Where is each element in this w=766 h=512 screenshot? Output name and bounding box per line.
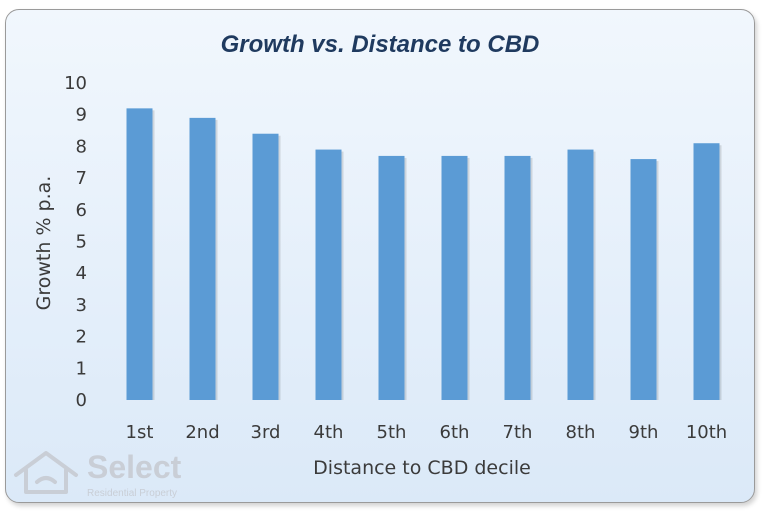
x-tick-label: 2nd	[185, 422, 219, 443]
x-tick-label: 9th	[629, 422, 659, 443]
bar-4th	[315, 149, 342, 400]
y-tick-label: 5	[76, 232, 87, 253]
x-tick-label: 4th	[314, 422, 344, 443]
x-tick-label: 10th	[686, 422, 727, 443]
y-tick-label: 7	[76, 168, 87, 189]
bar-5th	[378, 155, 405, 400]
y-tick-label: 2	[76, 327, 87, 348]
x-tick-label: 1st	[126, 422, 154, 443]
y-axis-label: Growth % p.a.	[33, 176, 55, 311]
bar-3rd	[252, 133, 279, 400]
y-tick-label: 4	[76, 263, 87, 284]
x-axis-ticks: 1st 2nd 3rd 4th 5th 6th 7th 8th 9th 10th	[126, 422, 728, 443]
y-tick-label: 3	[76, 295, 87, 316]
bar-shadow	[530, 157, 533, 400]
y-tick-label: 8	[76, 136, 87, 157]
chart-title: Growth vs. Distance to CBD	[221, 31, 540, 58]
house-icon	[14, 451, 78, 494]
bar-6th	[441, 155, 468, 400]
bars	[126, 108, 722, 401]
bar-10th	[693, 143, 720, 401]
y-tick-label: 0	[76, 390, 87, 411]
bar-2nd	[189, 117, 216, 401]
y-tick-label: 9	[76, 105, 87, 126]
x-axis-label: Distance to CBD decile	[313, 457, 531, 479]
bar-1st	[126, 108, 153, 401]
select-logo: Select Residential Property	[14, 449, 182, 499]
x-tick-label: 3rd	[251, 422, 281, 443]
logo-tagline: Residential Property	[87, 488, 177, 499]
bar-shadow	[593, 151, 596, 400]
bar-7th	[504, 155, 531, 400]
bar-8th	[567, 149, 594, 400]
y-axis-ticks: 0 1 2 3 4 5 6 7 8 9 10	[64, 73, 87, 411]
bar-shadow	[656, 161, 659, 400]
x-tick-label: 8th	[566, 422, 596, 443]
bar-9th	[630, 159, 657, 400]
x-tick-label: 6th	[440, 422, 470, 443]
bar-shadow	[152, 110, 155, 401]
y-tick-label: 10	[64, 73, 87, 94]
bar-shadow	[215, 119, 218, 401]
y-tick-label: 1	[76, 358, 87, 379]
x-tick-label: 5th	[377, 422, 407, 443]
y-tick-label: 6	[76, 200, 87, 221]
bar-shadow	[278, 135, 281, 400]
bar-shadow	[404, 157, 407, 400]
x-tick-label: 7th	[503, 422, 533, 443]
logo-name: Select	[87, 449, 182, 485]
bar-shadow	[341, 151, 344, 400]
bar-shadow	[467, 157, 470, 400]
bar-shadow	[719, 145, 722, 400]
